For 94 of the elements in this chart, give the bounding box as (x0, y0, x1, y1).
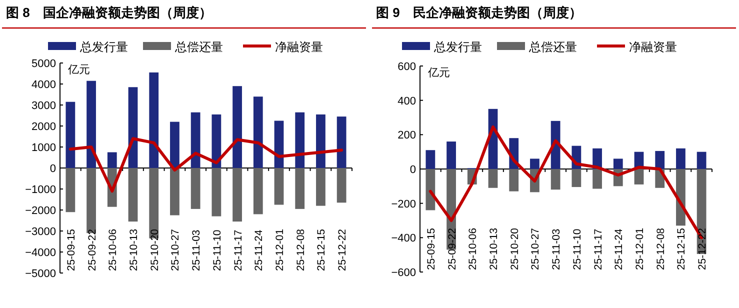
x-tick-label: 25-12-15 (316, 228, 328, 271)
x-tick-label: 25-12-22 (696, 228, 709, 270)
bar (107, 152, 117, 168)
x-tick-label: 25-12-08 (294, 228, 307, 271)
bar (696, 152, 706, 169)
bar (86, 80, 96, 168)
bar (274, 168, 284, 205)
y-tick-label: −2000 (25, 205, 56, 217)
x-tick-label: 25-10-27 (530, 228, 542, 270)
bar (149, 72, 159, 168)
x-tick-label: 25-10-13 (488, 228, 500, 270)
bar (170, 168, 180, 216)
bar (253, 168, 263, 214)
bar (232, 168, 242, 222)
bar (128, 168, 138, 222)
bar (190, 112, 200, 168)
y-tick-label: 1000 (32, 142, 56, 154)
bar (572, 169, 582, 188)
legend-label: 总偿还量 (174, 40, 223, 54)
x-tick-label: 25-11-24 (253, 230, 266, 271)
x-tick-label: 25-10-20 (148, 228, 161, 271)
bar (446, 142, 456, 169)
x-tick-label: 25-09-15 (65, 228, 78, 271)
legend-label: 净融资量 (629, 40, 677, 54)
x-tick-label: 25-10-13 (128, 228, 140, 271)
x-tick-label: 25-11-24 (613, 228, 626, 270)
bar (634, 169, 644, 184)
y-tick-label: −200 (391, 198, 416, 210)
bar (316, 114, 326, 168)
x-tick-label: 25-12-01 (634, 228, 646, 270)
x-tick-label: 25-09-15 (425, 228, 438, 270)
bar (295, 112, 305, 168)
y-axis-title: 亿元 (427, 67, 450, 79)
bar (190, 168, 200, 209)
bar (530, 158, 540, 169)
bar (488, 169, 498, 188)
y-tick-label: 0 (410, 164, 416, 176)
bar (655, 150, 665, 169)
y-tick-label: 200 (398, 130, 416, 142)
bar (592, 169, 602, 189)
bar (316, 168, 326, 206)
y-tick-label: 0 (50, 163, 56, 175)
bar (170, 122, 180, 168)
y-tick-label: −400 (391, 232, 416, 245)
y-tick-label: 3000 (32, 100, 56, 112)
bar (66, 168, 76, 212)
legend-label: 总发行量 (433, 40, 482, 54)
x-tick-label: 25-09-22 (446, 228, 458, 270)
x-tick-label: 25-11-10 (211, 230, 224, 271)
x-tick-label: 25-12-15 (676, 228, 688, 270)
bar (426, 150, 436, 169)
legend-label: 总发行量 (79, 40, 128, 54)
x-tick-label: 25-11-10 (571, 228, 584, 270)
y-axis-title: 亿元 (67, 64, 90, 76)
chart-title: 图 8 国企净融资额走势图（周度） (6, 5, 212, 20)
x-tick-label: 25-11-17 (592, 228, 604, 270)
legend-label: 总偿还量 (528, 40, 577, 54)
y-tick-label: 400 (398, 95, 416, 108)
y-tick-label: −4000 (25, 247, 56, 259)
bar (232, 86, 242, 168)
x-tick-label: 25-11-03 (550, 228, 563, 270)
x-tick-label: 25-11-03 (190, 230, 203, 271)
y-tick-label: 5000 (32, 58, 56, 70)
bar (550, 169, 560, 190)
y-tick-label: 4000 (32, 79, 56, 91)
bar (212, 114, 222, 168)
y-tick-label: 600 (398, 61, 416, 73)
bar (613, 158, 623, 169)
legend-label: 净融资量 (275, 40, 323, 54)
bar (336, 168, 346, 203)
bar (426, 169, 436, 210)
x-tick-label: 25-10-06 (107, 228, 120, 271)
x-tick-label: 25-09-22 (86, 228, 98, 271)
chart-title: 图 9 民企净融资额走势图（周度） (376, 5, 582, 20)
x-tick-label: 25-12-01 (274, 228, 286, 271)
bar (212, 168, 222, 216)
x-tick-label: 25-10-06 (467, 228, 480, 270)
bar (66, 102, 76, 168)
line-series (68, 137, 344, 193)
bar (676, 148, 686, 169)
x-tick-label: 25-12-22 (336, 228, 349, 271)
x-tick-label: 25-10-27 (170, 228, 182, 271)
x-tick-label: 25-11-17 (232, 230, 244, 271)
y-tick-label: 2000 (32, 121, 56, 133)
bar (253, 96, 263, 168)
y-tick-label: −5000 (25, 268, 56, 280)
x-tick-label: 25-12-08 (654, 228, 667, 270)
y-tick-label: −600 (391, 267, 416, 279)
x-tick-label: 25-10-20 (508, 228, 521, 270)
bar (509, 169, 519, 192)
y-tick-label: −1000 (25, 184, 56, 196)
bar (295, 168, 305, 209)
bar (336, 116, 346, 168)
y-tick-label: −3000 (25, 226, 56, 238)
